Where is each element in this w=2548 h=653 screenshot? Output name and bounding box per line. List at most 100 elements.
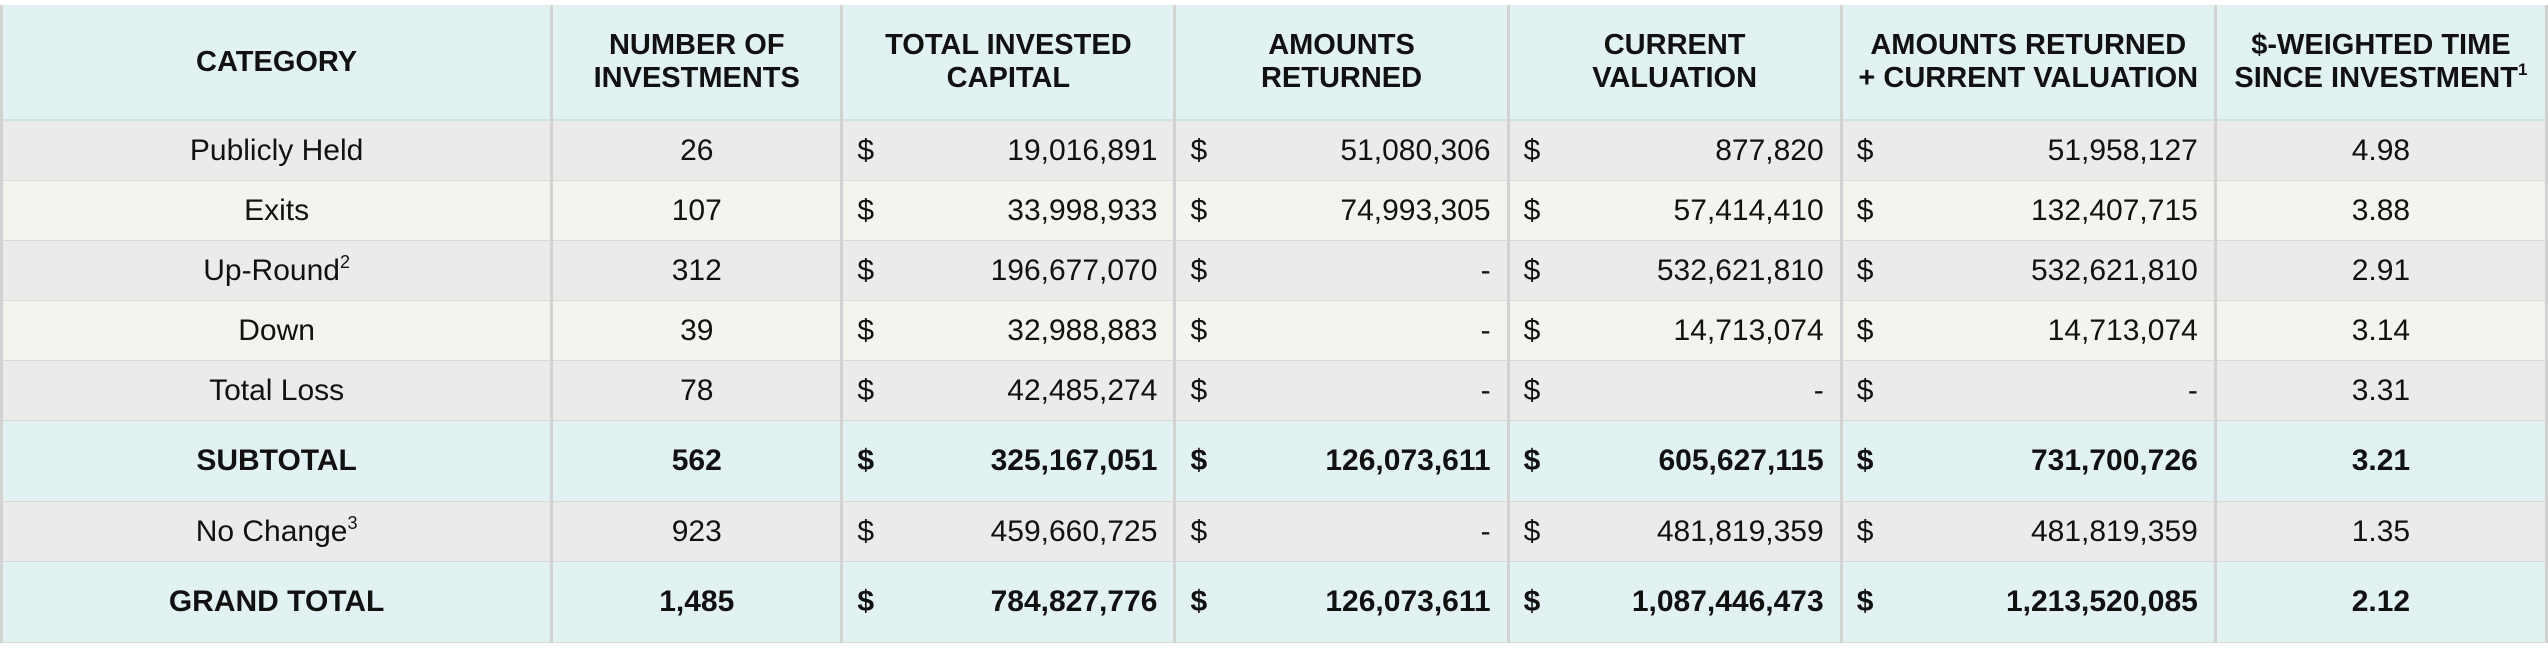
- amounts-returned-cell: $ -: [1173, 300, 1510, 361]
- returned-plus-valuation-cell: $14,713,074: [1839, 300, 2217, 361]
- currency-symbol: $: [1523, 253, 1541, 287]
- currency-symbol: $: [857, 585, 874, 618]
- current-valuation-cell: $ -: [1506, 360, 1843, 421]
- table-row: Total Loss 78 $42,485,274 $ - $ - $ - 3.31: [0, 360, 2548, 421]
- current-valuation-cell-value: 57,414,410: [1673, 193, 1824, 227]
- currency-symbol: $: [1856, 373, 1874, 407]
- current-valuation-cell-value: 532,621,810: [1656, 253, 1824, 287]
- returned-plus-valuation-cell: $ -: [1839, 360, 2217, 421]
- investment-count-cell: 26: [550, 119, 844, 181]
- weighted-time-cell: 3.88: [2213, 180, 2548, 241]
- footnote-marker: 2: [339, 251, 350, 272]
- investment-count-cell: 107: [550, 180, 844, 241]
- table-row: Exits 107 $33,998,933 $74,993,305 $57,41…: [0, 180, 2548, 241]
- amounts-returned-cell: $51,080,306: [1173, 119, 1510, 181]
- invested-capital-cell: $325,167,051: [840, 420, 1177, 502]
- currency-symbol: $: [1190, 193, 1208, 227]
- invested-capital-cell-value: 32,988,883: [1007, 313, 1158, 347]
- currency-symbol: $: [1190, 514, 1208, 548]
- amounts-returned-cell-value: 74,993,305: [1340, 193, 1491, 227]
- returned-plus-valuation-cell-value: 1,213,520,085: [2005, 585, 2198, 618]
- returned-plus-valuation-cell: $731,700,726: [1839, 420, 2217, 502]
- table-row: No Change3 923 $459,660,725 $ - $481,819,…: [0, 501, 2548, 562]
- weighted-time-cell: 2.91: [2213, 240, 2548, 301]
- currency-symbol: $: [1190, 373, 1208, 407]
- returned-plus-valuation-cell: $51,958,127: [1839, 119, 2217, 181]
- invested-capital-cell-value: 42,485,274: [1007, 373, 1158, 407]
- currency-symbol: $: [1523, 585, 1541, 618]
- returned-plus-valuation-cell: $1,213,520,085: [1839, 561, 2217, 643]
- table-row: Up-Round2 312 $196,677,070 $ - $532,621,8…: [0, 240, 2548, 301]
- category-cell: GRAND TOTAL: [0, 561, 554, 643]
- currency-symbol: $: [1190, 253, 1208, 287]
- investment-count-cell: 1,485: [550, 561, 844, 643]
- currency-symbol: $: [857, 253, 874, 287]
- current-valuation-cell: $14,713,074: [1506, 300, 1843, 361]
- returned-plus-valuation-cell-value: 532,621,810: [2030, 253, 2198, 287]
- current-valuation-cell-value: 1,087,446,473: [1631, 585, 1824, 618]
- currency-symbol: $: [1523, 133, 1541, 167]
- invested-capital-cell: $459,660,725: [840, 501, 1177, 562]
- currency-symbol: $: [1856, 444, 1874, 477]
- returned-plus-valuation-cell: $481,819,359: [1839, 501, 2217, 562]
- category-cell: Total Loss: [0, 360, 554, 421]
- invested-capital-cell-value: 196,677,070: [990, 253, 1158, 287]
- weighted-time-cell: 3.31: [2213, 360, 2548, 421]
- amounts-returned-cell: $ -: [1173, 501, 1510, 562]
- weighted-time-cell: 4.98: [2213, 119, 2548, 181]
- current-valuation-cell: $57,414,410: [1506, 180, 1843, 241]
- current-valuation-cell: $532,621,810: [1506, 240, 1843, 301]
- footnote-marker: 3: [347, 512, 358, 533]
- header-total-invested-capital: TOTAL INVESTED CAPITAL: [840, 5, 1177, 121]
- current-valuation-cell-value: 481,819,359: [1656, 514, 1824, 548]
- footnote-marker: 1: [2517, 60, 2528, 79]
- investment-count-cell: 312: [550, 240, 844, 301]
- invested-capital-cell: $32,988,883: [840, 300, 1177, 361]
- returned-plus-valuation-cell-value: 14,713,074: [2047, 313, 2198, 347]
- currency-symbol: $: [1190, 444, 1208, 477]
- current-valuation-cell: $481,819,359: [1506, 501, 1843, 562]
- category-cell: Exits: [0, 180, 554, 241]
- invested-capital-cell-value: 33,998,933: [1007, 193, 1158, 227]
- category-cell: Down: [0, 300, 554, 361]
- category-cell: No Change3: [0, 501, 554, 562]
- table-row: Down 39 $32,988,883 $ - $14,713,074 $14,7…: [0, 300, 2548, 361]
- currency-symbol: $: [1523, 373, 1541, 407]
- amounts-returned-cell-value: 126,073,611: [1325, 585, 1491, 618]
- subtotal-row: SUBTOTAL 562 $325,167,051 $126,073,611 $…: [0, 420, 2548, 502]
- category-cell: SUBTOTAL: [0, 420, 554, 502]
- current-valuation-cell: $877,820: [1506, 119, 1843, 181]
- table-row: Publicly Held 26 $19,016,891 $51,080,306…: [0, 119, 2548, 181]
- currency-symbol: $: [1190, 313, 1208, 347]
- currency-symbol: $: [1190, 133, 1208, 167]
- amounts-returned-cell-value: 51,080,306: [1340, 133, 1491, 167]
- amounts-returned-cell: $126,073,611: [1173, 561, 1510, 643]
- currency-symbol: $: [1523, 313, 1541, 347]
- returned-plus-valuation-cell-value: 51,958,127: [2047, 133, 2198, 167]
- amounts-returned-cell: $ -: [1173, 360, 1510, 421]
- amounts-returned-cell: $74,993,305: [1173, 180, 1510, 241]
- weighted-time-cell: 3.21: [2213, 420, 2548, 502]
- investment-count-cell: 923: [550, 501, 844, 562]
- header-category: CATEGORY: [0, 5, 554, 121]
- invested-capital-cell-value: 784,827,776: [990, 585, 1158, 618]
- currency-symbol: $: [1523, 444, 1541, 477]
- weighted-time-cell: 2.12: [2213, 561, 2548, 643]
- returned-plus-valuation-cell-value: -: [2187, 373, 2198, 407]
- currency-symbol: $: [1856, 133, 1874, 167]
- currency-symbol: $: [1190, 585, 1208, 618]
- header-number-of-investments: NUMBER OF INVESTMENTS: [550, 5, 844, 121]
- header-row: CATEGORY NUMBER OF INVESTMENTS TOTAL INVE…: [0, 5, 2548, 121]
- amounts-returned-cell-value: -: [1480, 253, 1491, 287]
- amounts-returned-cell-value: -: [1480, 373, 1491, 407]
- category-cell: Publicly Held: [0, 119, 554, 181]
- currency-symbol: $: [1523, 193, 1541, 227]
- investment-count-cell: 78: [550, 360, 844, 421]
- invested-capital-cell-value: 19,016,891: [1007, 133, 1158, 167]
- investment-count-cell: 562: [550, 420, 844, 502]
- invested-capital-cell-value: 459,660,725: [990, 514, 1158, 548]
- invested-capital-cell: $784,827,776: [840, 561, 1177, 643]
- header-returned-plus-valuation: AMOUNTS RETURNED + CURRENT VALUATION: [1839, 5, 2217, 121]
- currency-symbol: $: [1856, 193, 1874, 227]
- header-current-valuation: CURRENT VALUATION: [1506, 5, 1843, 121]
